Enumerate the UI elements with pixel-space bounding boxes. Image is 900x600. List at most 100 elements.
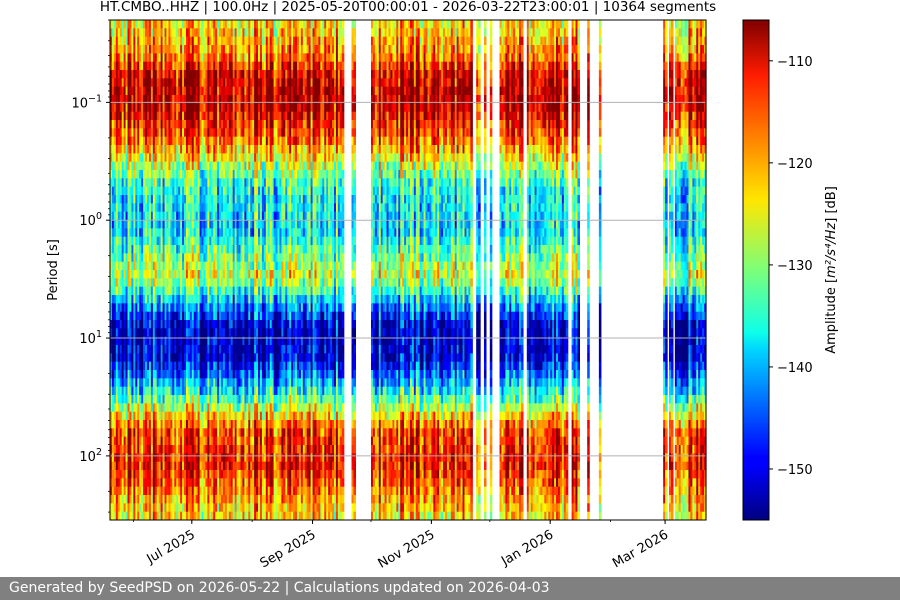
heatmap-cell: [267, 78, 271, 88]
heatmap-cell: [199, 386, 203, 396]
heatmap-cell: [219, 503, 222, 513]
heatmap-cell: [222, 178, 226, 188]
heatmap-cell: [267, 336, 271, 346]
heatmap-cell: [162, 20, 166, 29]
heatmap-cell: [117, 128, 121, 138]
heatmap-cell: [201, 486, 205, 496]
heatmap-cell: [256, 486, 259, 496]
heatmap-cell: [224, 353, 228, 363]
heatmap-cell: [193, 361, 197, 371]
heatmap-cell: [201, 278, 205, 288]
heatmap-cell: [174, 195, 177, 204]
heatmap-cell: [191, 478, 195, 488]
heatmap-cell: [110, 495, 113, 504]
heatmap-cell: [111, 478, 115, 488]
heatmap-cell: [148, 245, 152, 254]
heatmap-cell: [145, 328, 148, 338]
heatmap-cell: [143, 178, 146, 188]
heatmap-cell: [160, 403, 164, 413]
heatmap-cell: [125, 445, 129, 454]
heatmap-cell: [160, 353, 164, 363]
heatmap-cell: [152, 95, 156, 104]
heatmap-cell: [174, 220, 177, 229]
heatmap-cell: [205, 211, 208, 221]
heatmap-cell: [240, 336, 244, 346]
heatmap-cell: [187, 311, 191, 321]
heatmap-cell: [205, 495, 208, 504]
heatmap-cell: [213, 170, 216, 179]
heatmap-cell: [119, 311, 123, 321]
heatmap-cell: [224, 136, 228, 146]
heatmap-cell: [234, 261, 238, 271]
heatmap-cell: [123, 503, 127, 513]
heatmap-cell: [154, 395, 158, 404]
heatmap-cell: [172, 428, 175, 438]
heatmap-cell: [129, 420, 133, 429]
heatmap-cell: [189, 470, 193, 479]
heatmap-cell: [189, 70, 193, 79]
heatmap-cell: [246, 395, 249, 404]
heatmap-cell: [254, 403, 257, 413]
heatmap-cell: [115, 153, 119, 163]
heatmap-cell: [121, 61, 125, 71]
heatmap-cell: [222, 378, 226, 388]
heatmap-cell: [252, 161, 255, 171]
heatmap-cell: [261, 286, 265, 296]
heatmap-cell: [238, 78, 242, 88]
heatmap-cell: [174, 53, 177, 63]
heatmap-cell: [248, 495, 251, 504]
heatmap-cell: [145, 511, 148, 521]
heatmap-cell: [137, 420, 140, 429]
heatmap-cell: [197, 386, 201, 396]
heatmap-cell: [213, 253, 216, 263]
heatmap-cell: [236, 236, 240, 246]
heatmap-cell: [148, 95, 152, 104]
heatmap-cell: [228, 511, 232, 521]
heatmap-cell: [224, 236, 228, 246]
heatmap-cell: [115, 370, 119, 379]
heatmap-cell: [265, 103, 269, 113]
heatmap-cell: [131, 370, 134, 379]
heatmap-cell: [187, 111, 191, 121]
heatmap-cell: [199, 395, 203, 404]
heatmap-cell: [180, 61, 183, 71]
heatmap-cell: [162, 411, 166, 421]
heatmap-cell: [113, 20, 117, 29]
heatmap-cell: [219, 278, 222, 288]
heatmap-cell: [164, 286, 168, 296]
heatmap-cell: [129, 111, 133, 121]
heatmap-cell: [135, 45, 138, 54]
heatmap-cell: [211, 245, 214, 254]
heatmap-cell: [265, 345, 269, 354]
heatmap-cell: [154, 470, 158, 479]
heatmap-cell: [203, 303, 207, 313]
heatmap-cell: [221, 111, 224, 121]
heatmap-cell: [170, 295, 173, 304]
heatmap-cell: [174, 178, 177, 188]
heatmap-cell: [205, 95, 208, 104]
heatmap-cell: [117, 236, 121, 246]
heatmap-cell: [170, 253, 173, 263]
heatmap-cell: [164, 311, 168, 321]
heatmap-cell: [261, 470, 265, 479]
heatmap-cell: [156, 95, 160, 104]
heatmap-cell: [207, 78, 210, 88]
heatmap-cell: [197, 353, 201, 363]
heatmap-cell: [269, 95, 273, 104]
heatmap-cell: [129, 170, 133, 179]
heatmap-cell: [246, 495, 249, 504]
heatmap-cell: [152, 195, 156, 204]
heatmap-cell: [211, 320, 214, 329]
heatmap-cell: [265, 411, 269, 421]
heatmap-cell: [131, 503, 134, 513]
heatmap-cell: [191, 120, 195, 129]
heatmap-cell: [248, 236, 251, 246]
heatmap-cell: [158, 411, 162, 421]
heatmap-cell: [195, 445, 199, 454]
heatmap-cell: [263, 20, 267, 29]
heatmap-cell: [139, 478, 142, 488]
heatmap-cell: [217, 36, 220, 46]
heatmap-cell: [199, 295, 203, 304]
heatmap-cell: [205, 286, 208, 296]
heatmap-cell: [156, 420, 160, 429]
